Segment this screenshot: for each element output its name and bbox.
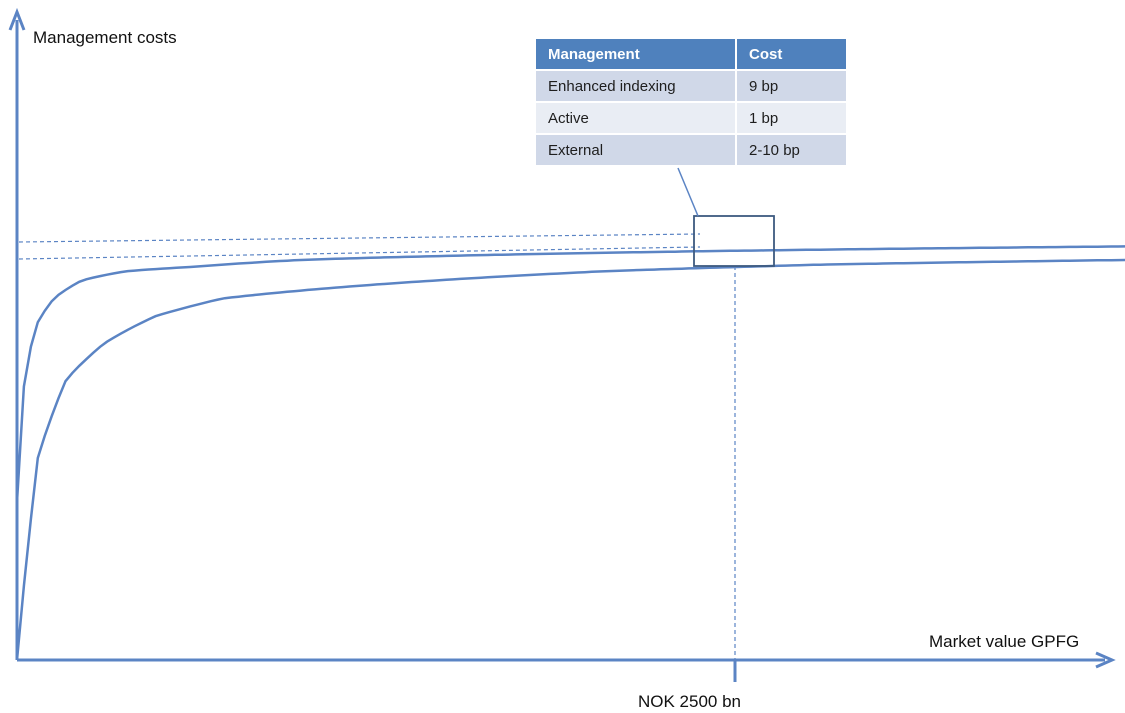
table-cell-management: External	[536, 135, 737, 165]
y-axis-label: Management costs	[33, 28, 177, 47]
table-cell-cost: 1 bp	[737, 103, 846, 133]
table-cell-cost: 9 bp	[737, 71, 846, 101]
cost-table: Management Cost Enhanced indexing 9 bp A…	[536, 37, 846, 167]
series-line-upper	[15, 245, 1125, 502]
axes	[8, 7, 1116, 669]
series-line-lower	[15, 258, 1125, 661]
lower-level-dashed-line	[18, 246, 701, 260]
y-axis-arrow-icon	[8, 7, 26, 31]
x-marker-label: NOK 2500 bn	[638, 692, 742, 711]
guide-lines	[18, 233, 737, 682]
table-connector-line	[677, 167, 699, 217]
table-header-management: Management	[536, 39, 737, 69]
highlight-box	[693, 215, 775, 267]
cost-curves	[15, 245, 1125, 661]
x-axis-label: Market value GPFG	[929, 632, 1080, 651]
table-row: External 2-10 bp	[536, 135, 846, 165]
table-header-row: Management Cost	[536, 39, 846, 69]
table-cell-cost: 2-10 bp	[737, 135, 846, 165]
upper-level-dashed-line	[18, 233, 701, 243]
table-cell-management: Active	[536, 103, 737, 133]
table-cell-management: Enhanced indexing	[536, 71, 737, 101]
table-row: Active 1 bp	[536, 103, 846, 133]
table-header-cost: Cost	[737, 39, 846, 69]
table-row: Enhanced indexing 9 bp	[536, 71, 846, 101]
x-axis-arrow-icon	[1095, 651, 1116, 669]
